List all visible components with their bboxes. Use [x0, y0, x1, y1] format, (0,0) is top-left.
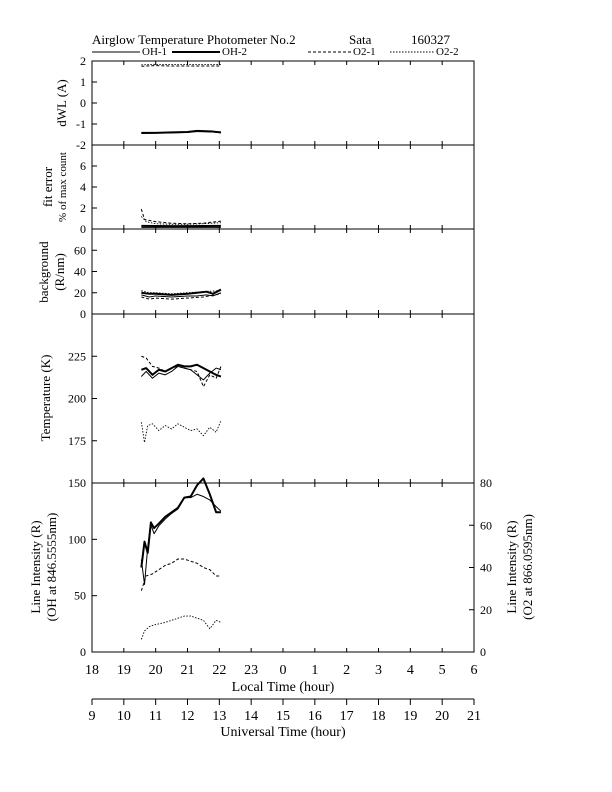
panel-dwl-ytick-label: 2: [80, 54, 86, 68]
panel-intensity-ytick-right-label: 20: [480, 603, 492, 617]
legend-label-oh-2: OH-2: [222, 46, 247, 58]
local-time-tick-label: 21: [181, 663, 195, 678]
legend-label-o2-2: O2-2: [436, 46, 459, 58]
panel-background-ytick-label: 60: [74, 243, 86, 257]
series-line-temperature-o2-2: [140, 420, 222, 443]
panel-dwl-ytick-label: -1: [76, 117, 86, 131]
panel-background-ylabel-2: (R/nm): [52, 253, 67, 291]
panel-background-frame: [91, 228, 475, 315]
universal-time-tick-label: 10: [117, 709, 131, 724]
date-label: 160327: [411, 32, 451, 47]
local-time-tick-label: 6: [471, 663, 478, 678]
panel-dwl-ytick-label: -2: [76, 138, 86, 152]
panel-dwl-ytick-label: 1: [80, 75, 86, 89]
panel-intensity-ytick-label: 50: [74, 589, 86, 603]
panel-intensity-ytick-label: 100: [68, 532, 86, 546]
series-line-temperature-o2-1: [141, 355, 222, 388]
chart-title: Airglow Temperature Photometer No.2: [92, 32, 296, 47]
local-time-tick-label: 3: [375, 663, 382, 678]
universal-time-tick-label: 21: [467, 709, 481, 724]
panel-intensity-ytick-right-label: 0: [480, 645, 486, 659]
panel-intensity-ytick-label: 0: [80, 645, 86, 659]
panel-temperature-ytick-label: 200: [68, 392, 86, 406]
panel-fiterr-ytick-label: 6: [80, 159, 86, 173]
universal-time-tick-label: 16: [308, 709, 322, 724]
series-line-fiterr-o2-2: [141, 216, 221, 225]
panel-background-ytick-label: 0: [80, 307, 86, 321]
panel-intensity-ytick-right-label: 40: [480, 561, 492, 575]
legend-label-oh-1: OH-1: [142, 46, 167, 58]
universal-time-tick-label: 13: [212, 709, 226, 724]
series-line-intensity-oh-2: [140, 477, 221, 568]
panel-fiterr-ytick-label: 0: [80, 222, 86, 236]
series-line-background-oh-2: [141, 288, 222, 296]
local-time-tick-label: 20: [149, 663, 163, 678]
panel-intensity-ylabel-1: Line Intensity (R): [28, 520, 43, 613]
universal-time-tick-label: 17: [340, 709, 354, 724]
panel-fiterr-frame: [91, 144, 475, 230]
panel-temperature-ytick-label: 225: [68, 349, 86, 363]
series-line-dwl-oh-2: [141, 129, 222, 134]
legend-label-o2-1: O2-1: [353, 46, 376, 58]
series-line-background-o2-2: [141, 290, 221, 295]
universal-time-tick-label: 19: [403, 709, 417, 724]
local-time-tick-label: 18: [85, 663, 99, 678]
legend: OH-1 OH-2 O2-1 O2-2: [92, 46, 459, 58]
site-name: Sata: [349, 32, 372, 47]
panel-intensity-ytick-label: 150: [68, 476, 86, 490]
panel-intensity-ylabel-2: (OH at 846.5555nm): [44, 513, 59, 622]
panel-fiterr-ylabel-2: % of max count: [57, 152, 69, 222]
panel-intensity-ytick-right-label: 60: [480, 518, 492, 532]
chart-marks: 210-1-2642060402002252001751501005008060…: [68, 54, 492, 724]
series-line-intensity-o2-2: [140, 615, 222, 640]
panel-background-ytick-label: 20: [74, 286, 86, 300]
series-line-background-o2-1: [141, 293, 222, 300]
local-time-tick-label: 4: [407, 663, 414, 678]
local-time-tick-label: 22: [212, 663, 226, 678]
panel-background-ylabel-1: background: [36, 241, 51, 303]
universal-time-tick-label: 15: [276, 709, 290, 724]
panel-temperature-frame: [91, 313, 475, 484]
panel-dwl-ytick-label: 0: [80, 96, 86, 110]
series-line-temperature-oh-2: [141, 363, 222, 378]
universal-time-tick-label: 14: [244, 709, 258, 724]
panel-fiterr-ytick-label: 2: [80, 201, 86, 215]
panel-intensity-ytick-right-label: 80: [480, 476, 492, 490]
local-time-tick-label: 0: [280, 663, 287, 678]
panel-fiterr-ytick-label: 4: [80, 180, 86, 194]
universal-time-tick-label: 9: [89, 709, 96, 724]
panel-fiterr-ylabel-1: fit error: [40, 166, 55, 207]
panel-intensity-ylabel-right-2: (O2 at 866.0595nm): [520, 514, 535, 620]
local-time-tick-label: 23: [244, 663, 258, 678]
local-time-tick-label: 2: [343, 663, 350, 678]
local-time-tick-label: 5: [439, 663, 446, 678]
local-time-tick-label: 19: [117, 663, 131, 678]
universal-time-tick-label: 20: [435, 709, 449, 724]
universal-time-tick-label: 11: [149, 709, 162, 724]
panel-temperature-ytick-label: 175: [68, 434, 86, 448]
panel-intensity-ylabel-right-1: Line Intensity (R): [504, 520, 519, 613]
series-line-intensity-oh-1: [140, 493, 222, 585]
series-line-intensity-o2-1: [140, 558, 221, 591]
local-time-axis-label: Local Time (hour): [232, 680, 335, 695]
local-time-tick-label: 1: [311, 663, 318, 678]
panel-temperature-ylabel: Temperature (K): [38, 355, 53, 442]
universal-time-tick-label: 12: [181, 709, 195, 724]
universal-time-tick-label: 18: [372, 709, 386, 724]
universal-time-axis-label: Universal Time (hour): [220, 725, 346, 740]
series-line-dwl-o2-1: [141, 65, 221, 67]
panel-dwl-ylabel: dWL (A): [54, 79, 69, 127]
series-line-fiterr-o2-1: [140, 208, 221, 225]
panel-background-ytick-label: 40: [74, 265, 86, 279]
